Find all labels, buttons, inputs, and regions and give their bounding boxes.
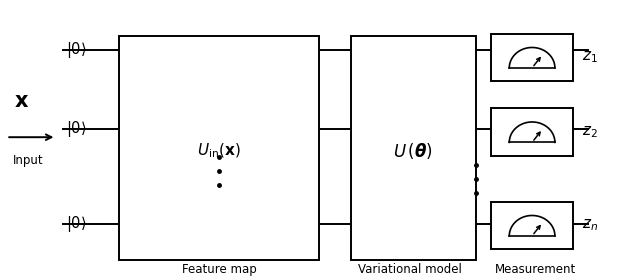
Text: Variational model: Variational model bbox=[358, 263, 462, 276]
Text: $z_1$: $z_1$ bbox=[582, 50, 598, 65]
Bar bbox=[491, 202, 573, 249]
Text: Input: Input bbox=[13, 154, 43, 167]
Text: $|0\rangle$: $|0\rangle$ bbox=[66, 40, 86, 60]
Bar bbox=[491, 34, 573, 81]
Text: $U_{\mathrm{in}}(\mathbf{x})$: $U_{\mathrm{in}}(\mathbf{x})$ bbox=[197, 142, 241, 160]
Text: $|0\rangle$: $|0\rangle$ bbox=[66, 119, 86, 139]
Text: Feature map: Feature map bbox=[182, 263, 257, 276]
Bar bbox=[491, 108, 573, 156]
Bar bbox=[351, 36, 476, 260]
Text: $\mathbf{x}$: $\mathbf{x}$ bbox=[14, 91, 29, 111]
Text: $z_n$: $z_n$ bbox=[582, 218, 598, 233]
Text: $z_2$: $z_2$ bbox=[582, 124, 598, 140]
Text: Measurement: Measurement bbox=[495, 263, 576, 276]
Text: $|0\rangle$: $|0\rangle$ bbox=[66, 214, 86, 234]
Bar bbox=[119, 36, 319, 260]
Text: $U\,(\boldsymbol{\theta})$: $U\,(\boldsymbol{\theta})$ bbox=[393, 141, 433, 161]
